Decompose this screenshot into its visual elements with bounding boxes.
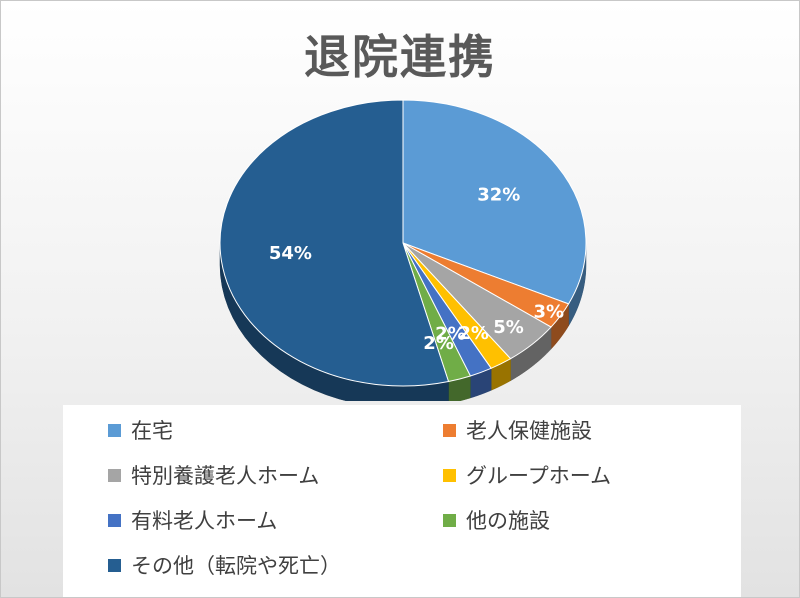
legend-label: 特別養護老人ホーム — [131, 464, 320, 488]
data-label-grouphome: 2% — [458, 323, 489, 344]
legend-label: 在宅 — [131, 419, 173, 443]
data-label-roken: 3% — [533, 302, 564, 323]
pie-chart: 32%3%5%2%2%2%54% — [219, 99, 587, 401]
legend: 在宅 老人保健施設 特別養護老人ホーム グループホーム 有料老人ホーム 他の施設… — [63, 405, 741, 597]
legend-label: その他（転院や死亡） — [131, 554, 341, 578]
legend-label: 他の施設 — [466, 509, 550, 533]
data-label-other-facility: 2% — [423, 333, 454, 354]
legend-item-roken: 老人保健施設 — [443, 415, 592, 445]
legend-swatch — [443, 423, 456, 437]
legend-item-other: その他（転院や死亡） — [108, 550, 341, 580]
legend-swatch — [108, 468, 121, 482]
legend-swatch — [108, 513, 121, 527]
chart-title: 退院連携 — [304, 30, 496, 84]
legend-item-other-facility: 他の施設 — [443, 505, 550, 535]
legend-swatch — [443, 513, 456, 527]
legend-item-grouphome: グループホーム — [443, 460, 611, 490]
pie-slice-zaitaku — [402, 99, 587, 305]
legend-label: 有料老人ホーム — [131, 509, 278, 533]
legend-label: グループホーム — [466, 464, 612, 488]
legend-item-yuryou: 有料老人ホーム — [108, 505, 277, 535]
data-label-tokuyou: 5% — [493, 317, 524, 338]
legend-label: 老人保健施設 — [466, 419, 592, 443]
legend-swatch — [443, 468, 456, 482]
data-label-other: 54% — [269, 243, 312, 264]
pie-slice-other — [219, 99, 450, 387]
legend-swatch — [108, 423, 121, 437]
data-label-yuryou: 2% — [435, 323, 466, 344]
legend-item-tokuyou: 特別養護老人ホーム — [108, 460, 319, 490]
legend-item-zaitaku: 在宅 — [108, 415, 173, 445]
data-label-zaitaku: 32% — [477, 184, 520, 205]
legend-swatch — [108, 558, 121, 572]
